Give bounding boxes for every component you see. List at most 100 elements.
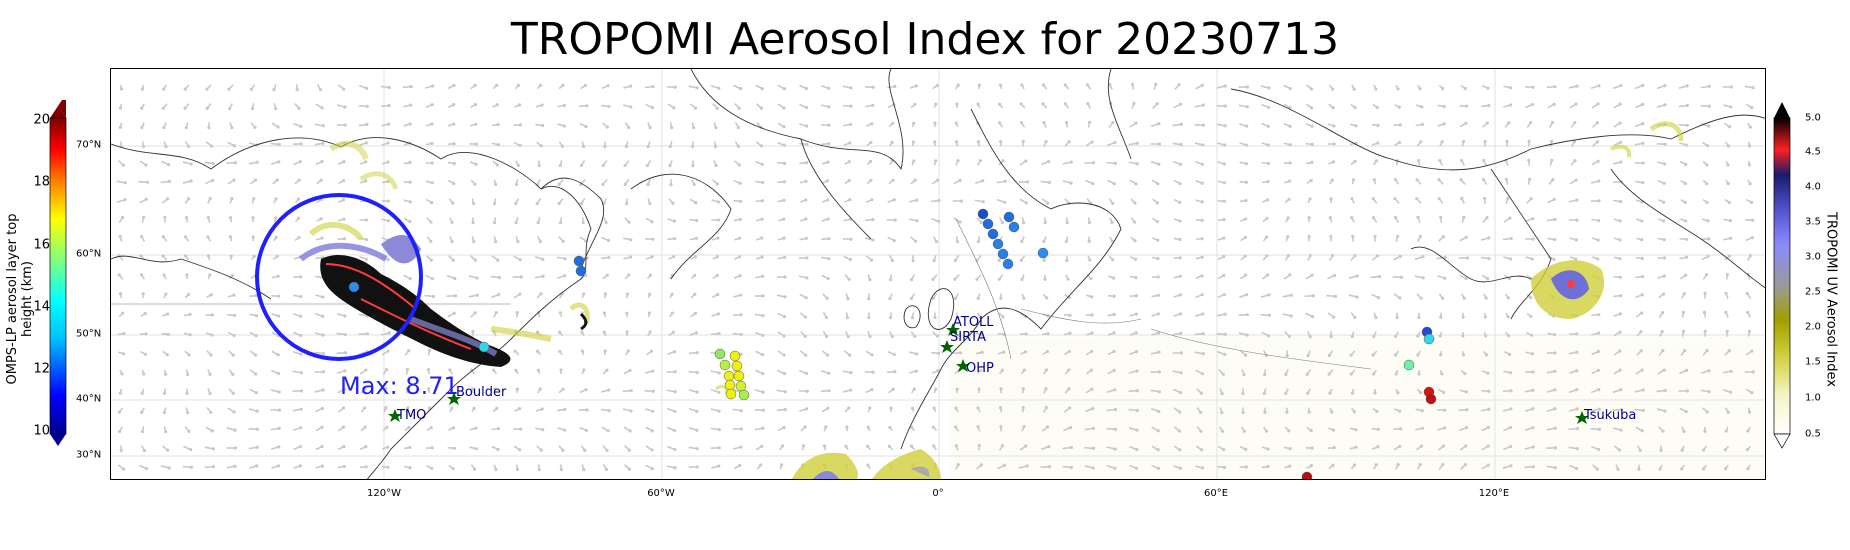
wind-arrow-head bbox=[1662, 274, 1666, 278]
wind-arrow-head bbox=[1486, 463, 1490, 467]
wind-arrow-head bbox=[888, 278, 893, 282]
wind-arrow-head bbox=[669, 183, 673, 187]
wind-arrow-head bbox=[1179, 122, 1183, 127]
wind-arrow-head bbox=[1374, 463, 1378, 467]
wind-arrow-head bbox=[1463, 86, 1467, 91]
wind-arrow-head bbox=[205, 106, 209, 110]
wind-arrow-head bbox=[1553, 351, 1557, 355]
wind-arrow-head bbox=[629, 105, 633, 109]
wind-arrow-head bbox=[1327, 353, 1332, 357]
wind-arrow-head bbox=[1750, 106, 1754, 110]
wind-arrow-head bbox=[805, 371, 809, 376]
wind-arrow-head bbox=[934, 159, 938, 163]
wind-arrow-head bbox=[603, 145, 607, 149]
wind-arrow-head bbox=[673, 447, 677, 452]
wind-arrow-head bbox=[210, 333, 214, 337]
wind-arrow-head bbox=[1618, 349, 1622, 353]
wind-arrow-head bbox=[473, 103, 478, 107]
wind-arrow-head bbox=[120, 372, 124, 376]
wind-arrow-head bbox=[955, 240, 959, 244]
wind-arrow-head bbox=[1157, 331, 1161, 335]
wind-arrow-head bbox=[1133, 220, 1137, 224]
wind-arrow-head bbox=[1597, 313, 1601, 317]
wind-arrow-head bbox=[1331, 87, 1335, 91]
wind-arrow-head bbox=[1265, 254, 1269, 258]
wind-arrow-head bbox=[121, 311, 125, 315]
wind-arrow-head bbox=[1178, 219, 1182, 223]
wind-arrow-head bbox=[408, 122, 412, 126]
wind-arrow-head bbox=[1223, 84, 1227, 88]
wind-arrow-head bbox=[1597, 199, 1601, 203]
dust-aerosol-africa bbox=[714, 385, 941, 479]
wind-arrow-head bbox=[1001, 315, 1005, 319]
station-label-boulder: Boulder bbox=[456, 385, 507, 400]
wind-arrow-head bbox=[277, 426, 281, 430]
wind-arrow-head bbox=[1506, 334, 1511, 338]
wind-arrow-head bbox=[803, 315, 808, 319]
wind-arrow-head bbox=[1505, 139, 1509, 143]
wind-arrow-head bbox=[408, 445, 412, 450]
wind-arrow-head bbox=[450, 220, 454, 225]
wind-arrow-head bbox=[1550, 120, 1555, 125]
wind-arrow-head bbox=[1723, 448, 1727, 452]
wind-arrow-head bbox=[538, 239, 543, 244]
wind-arrow-head bbox=[538, 83, 543, 87]
wind-arrow-head bbox=[496, 258, 500, 262]
wind-arrow-head bbox=[695, 409, 699, 413]
wind-arrow-head bbox=[1091, 406, 1095, 411]
wind-arrow-head bbox=[1310, 446, 1314, 450]
wind-arrow-head bbox=[497, 292, 501, 297]
wind-arrow-head bbox=[429, 220, 433, 224]
wind-arrow-head bbox=[1307, 216, 1311, 220]
wind-arrow-head bbox=[1663, 142, 1667, 146]
wind-arrow-head bbox=[1044, 387, 1048, 391]
wind-arrow-head bbox=[738, 217, 742, 222]
wind-arrow-head bbox=[558, 163, 562, 168]
wind-arrow-head bbox=[1264, 429, 1269, 433]
wind-arrow-head bbox=[801, 444, 806, 448]
wind-arrow-head bbox=[518, 448, 522, 452]
wind-arrow-head bbox=[1550, 158, 1554, 162]
wind-arrow-head bbox=[537, 163, 541, 168]
wind-arrow-head bbox=[1707, 390, 1711, 394]
wind-arrow-head bbox=[1440, 372, 1444, 376]
wind-arrow-head bbox=[1328, 391, 1332, 395]
wind-arrow-head bbox=[1398, 409, 1402, 413]
wind-arrow-head bbox=[1267, 313, 1272, 317]
wind-arrow-head bbox=[1440, 296, 1445, 300]
wind-arrow-head bbox=[1597, 219, 1601, 223]
wind-arrow-head bbox=[1418, 234, 1423, 239]
wind-arrow-head bbox=[805, 276, 809, 280]
wind-arrow-head bbox=[1067, 140, 1071, 144]
wind-arrow-head bbox=[117, 410, 122, 414]
wind-arrow-head bbox=[162, 87, 166, 91]
wind-arrow-head bbox=[1353, 315, 1357, 320]
wind-arrow-head bbox=[321, 124, 325, 128]
wind-arrow-head bbox=[602, 330, 606, 334]
wind-arrow-head bbox=[475, 293, 479, 297]
wind-arrow-head bbox=[1703, 291, 1707, 296]
wind-arrow-head bbox=[585, 408, 589, 412]
wind-arrow-head bbox=[1483, 139, 1487, 144]
wind-arrow-head bbox=[119, 448, 123, 453]
wind-arrow-head bbox=[695, 370, 699, 375]
wind-arrow-head bbox=[1529, 296, 1533, 300]
wind-arrow-head bbox=[650, 467, 655, 471]
wind-arrow-head bbox=[1245, 124, 1249, 128]
wind-arrow-head bbox=[1332, 446, 1336, 450]
wind-arrow-head bbox=[1019, 258, 1023, 262]
wind-arrow-head bbox=[1663, 409, 1667, 413]
wind-arrow-head bbox=[1022, 221, 1026, 225]
wind-arrow-head bbox=[1376, 295, 1381, 300]
wind-arrow-head bbox=[343, 332, 347, 337]
wind-arrow-head bbox=[1309, 178, 1313, 183]
wind-arrow-head bbox=[1376, 123, 1380, 127]
right-colorbar bbox=[1773, 102, 1791, 449]
wind-arrow-head bbox=[1327, 372, 1331, 376]
wind-arrow-head bbox=[473, 311, 477, 315]
wind-arrow-head bbox=[1417, 315, 1421, 319]
wind-arrow-head bbox=[518, 143, 522, 147]
wind-arrow-head bbox=[605, 448, 609, 452]
wind-arrow-head bbox=[1575, 427, 1580, 431]
wind-arrow-head bbox=[1438, 158, 1442, 163]
